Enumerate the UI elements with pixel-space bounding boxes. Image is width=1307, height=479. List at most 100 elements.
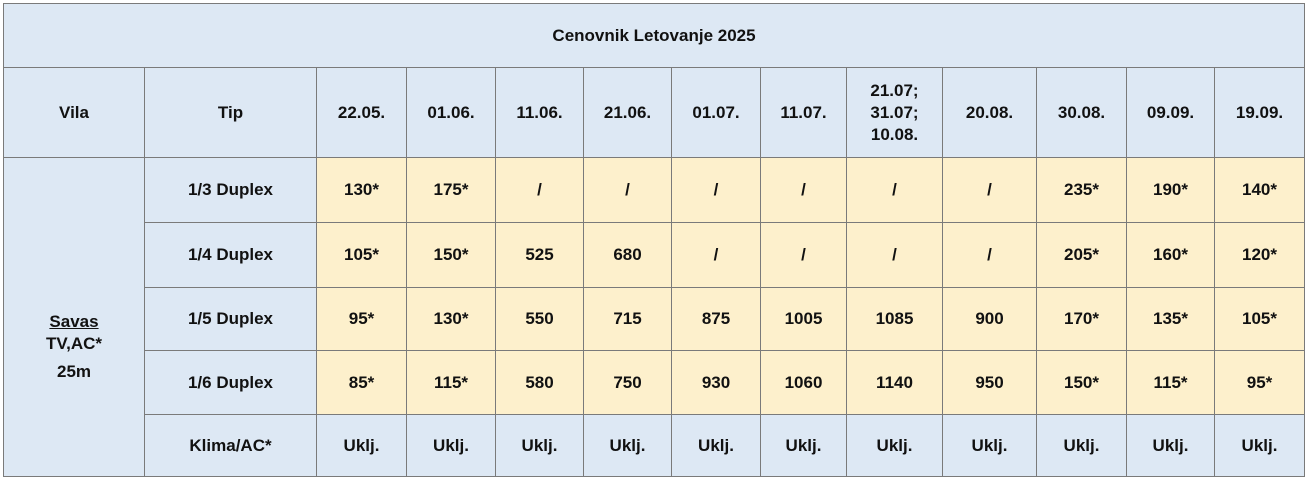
price-text: Uklj. [971, 435, 1008, 455]
price-text: 95* [348, 309, 375, 328]
date-line: 10.08. [870, 124, 919, 144]
price-cell: 135* [1126, 287, 1215, 351]
price-cell: 150* [406, 222, 496, 288]
price-text: 175* [433, 180, 469, 199]
price-cell: 95* [316, 287, 407, 351]
date-line: 01.07. [692, 102, 740, 122]
date-line: 11.07. [780, 102, 827, 122]
price-cell: 1005 [760, 287, 847, 351]
price-cell: 205* [1036, 222, 1127, 288]
price-text: 525 [525, 245, 554, 264]
price-text: 190* [1153, 180, 1188, 199]
price-cell: 1140 [846, 350, 943, 415]
price-cell: / [495, 157, 584, 223]
price-text: 1060 [784, 372, 823, 392]
tip-cell: 1/5 Duplex [144, 287, 317, 351]
price-text: 950 [975, 372, 1004, 392]
price-cell: 525 [495, 222, 584, 288]
price-text: / [625, 180, 630, 199]
date-header: 22.05. [316, 67, 407, 158]
price-cell: / [671, 222, 761, 288]
price-text: / [987, 180, 992, 199]
price-text: Uklj. [1241, 435, 1278, 455]
price-text: 115* [1153, 372, 1188, 392]
price-cell: 120* [1214, 222, 1305, 288]
price-text: Uklj. [343, 435, 380, 455]
price-text: 115* [433, 372, 469, 392]
price-cell: / [942, 157, 1037, 223]
price-text: Uklj. [433, 435, 469, 455]
date-line: 30.08. [1057, 102, 1106, 122]
price-text: Uklj. [876, 435, 913, 455]
date-header: 11.07. [760, 67, 847, 158]
price-text: / [987, 245, 992, 264]
price-text: / [801, 245, 806, 264]
price-text: 130* [433, 309, 469, 328]
price-cell: 150* [1036, 350, 1127, 415]
price-cell: Uklj. [1126, 414, 1215, 477]
date-header: 30.08. [1036, 67, 1127, 158]
price-cell: Uklj. [406, 414, 496, 477]
price-row: 1/6 Duplex 85* 115* 580 750 930 1060 1140 950 150… [4, 350, 1305, 415]
price-row: 1/4 Duplex 105* 150* 525 680 / / / / 205* 160* 120* [4, 222, 1305, 288]
price-text: 930 [701, 372, 731, 392]
price-cell: 115* [1126, 350, 1215, 415]
date-header: 21.07; 31.07; 10.08. [846, 67, 943, 158]
price-text: Uklj. [785, 435, 822, 455]
price-cell: / [846, 222, 943, 288]
header-row: Vila Tip 22.05. 01.06. 11.06. 21.06. 01.07. 11.… [3, 67, 1305, 158]
price-cell: 85* [316, 350, 407, 415]
date-header: 09.09. [1126, 67, 1215, 158]
price-text: / [801, 180, 806, 199]
price-text: 95* [1246, 372, 1273, 392]
price-row: 1/5 Duplex 95* 130* 550 715 875 1005 1085 900 170… [4, 287, 1305, 351]
price-text: 85* [348, 372, 375, 392]
date-line: 09.09. [1146, 102, 1195, 122]
price-cell: 875 [671, 287, 761, 351]
price-cell: / [760, 222, 847, 288]
price-cell: 235* [1036, 157, 1127, 223]
price-text: 160* [1153, 245, 1188, 264]
header-text: Tip [217, 102, 244, 122]
price-cell: 680 [583, 222, 672, 288]
date-header: 01.06. [406, 67, 496, 158]
date-line: 01.06. [427, 102, 475, 122]
price-cell: Uklj. [846, 414, 943, 477]
title-row: Cenovnik Letovanje 2025 [3, 3, 1305, 68]
price-table: Cenovnik Letovanje 2025 Vila Tip 22.05. 01.0… [3, 3, 1305, 477]
header-cell: Vila [3, 67, 145, 158]
price-cell: / [583, 157, 672, 223]
date-line: 21.06. [603, 102, 652, 122]
price-cell: Uklj. [583, 414, 672, 477]
price-text: 130* [344, 180, 379, 199]
price-cell: Uklj. [942, 414, 1037, 477]
vila-line: TV,AC* [45, 334, 103, 353]
price-text: / [892, 245, 897, 264]
price-row: Klima/AC* Uklj. Uklj. Uklj. Uklj. Uklj. Uklj. U… [4, 414, 1305, 477]
price-text: 1140 [876, 372, 913, 392]
price-cell: 105* [316, 222, 407, 288]
price-text: / [892, 180, 897, 199]
price-text: Uklj. [1063, 435, 1100, 455]
price-text: 1005 [784, 309, 823, 328]
price-cell: 580 [495, 350, 584, 415]
price-row: Savas TV,AC* 25m 1/3 Duplex 130* 175* / / / / / / 23… [3, 157, 1305, 477]
price-cell: 715 [583, 287, 672, 351]
price-text: 750 [613, 372, 642, 392]
price-cell: 130* [406, 287, 496, 351]
date-line: 19.09. [1235, 102, 1284, 122]
price-cell: Uklj. [495, 414, 584, 477]
price-cell: 160* [1126, 222, 1215, 288]
price-text: / [537, 180, 542, 199]
price-cell: 1085 [846, 287, 943, 351]
price-cell: 1060 [760, 350, 847, 415]
price-cell: Uklj. [316, 414, 407, 477]
price-text: 140* [1242, 180, 1277, 199]
date-line: 31.07; [870, 102, 919, 122]
price-cell: 140* [1214, 157, 1305, 223]
price-cell: 95* [1214, 350, 1305, 415]
price-text: 105* [344, 245, 379, 264]
price-text: Uklj. [1152, 435, 1189, 455]
price-text: 135* [1153, 309, 1188, 328]
